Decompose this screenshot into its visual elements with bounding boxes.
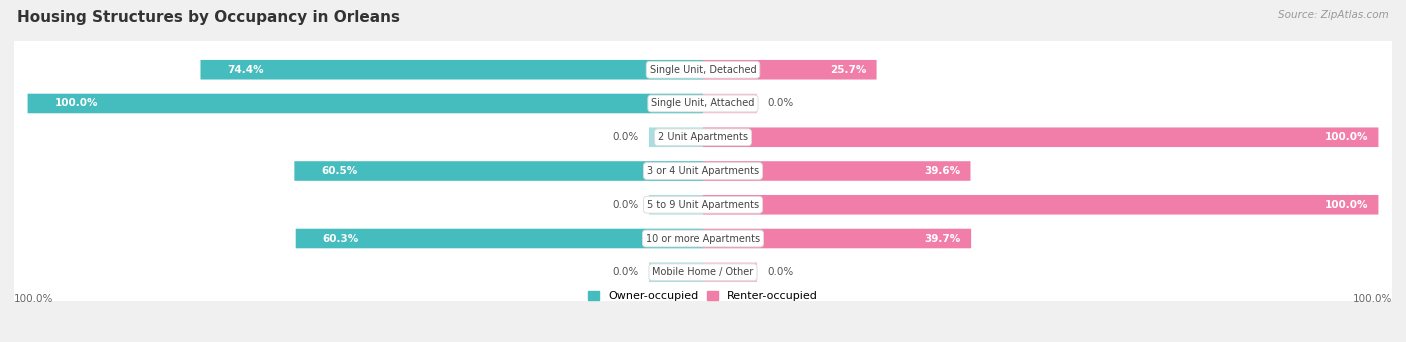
Text: 2 Unit Apartments: 2 Unit Apartments	[658, 132, 748, 142]
Text: 25.7%: 25.7%	[830, 65, 866, 75]
FancyBboxPatch shape	[4, 5, 1402, 134]
FancyBboxPatch shape	[4, 39, 1402, 168]
FancyBboxPatch shape	[703, 229, 972, 248]
FancyBboxPatch shape	[4, 106, 1402, 236]
Text: 39.7%: 39.7%	[925, 234, 962, 244]
FancyBboxPatch shape	[703, 161, 970, 181]
FancyBboxPatch shape	[650, 262, 703, 282]
FancyBboxPatch shape	[4, 208, 1402, 337]
Text: Source: ZipAtlas.com: Source: ZipAtlas.com	[1278, 10, 1389, 20]
FancyBboxPatch shape	[294, 161, 703, 181]
FancyBboxPatch shape	[703, 94, 756, 113]
FancyBboxPatch shape	[703, 262, 756, 282]
Text: 74.4%: 74.4%	[228, 65, 264, 75]
FancyBboxPatch shape	[201, 60, 703, 80]
FancyBboxPatch shape	[650, 128, 703, 147]
Text: 10 or more Apartments: 10 or more Apartments	[645, 234, 761, 244]
Text: 0.0%: 0.0%	[768, 267, 793, 277]
FancyBboxPatch shape	[650, 195, 703, 214]
FancyBboxPatch shape	[703, 195, 1378, 214]
FancyBboxPatch shape	[4, 174, 1402, 303]
Text: 0.0%: 0.0%	[768, 98, 793, 108]
Legend: Owner-occupied, Renter-occupied: Owner-occupied, Renter-occupied	[583, 287, 823, 306]
FancyBboxPatch shape	[703, 128, 1378, 147]
Text: 0.0%: 0.0%	[613, 200, 638, 210]
FancyBboxPatch shape	[703, 60, 876, 80]
Text: 100.0%: 100.0%	[1324, 200, 1368, 210]
FancyBboxPatch shape	[4, 140, 1402, 269]
FancyBboxPatch shape	[28, 94, 703, 113]
Text: 100.0%: 100.0%	[55, 98, 98, 108]
Text: 0.0%: 0.0%	[613, 132, 638, 142]
Text: Housing Structures by Occupancy in Orleans: Housing Structures by Occupancy in Orlea…	[17, 10, 399, 25]
Text: 39.6%: 39.6%	[924, 166, 960, 176]
Text: 100.0%: 100.0%	[1353, 293, 1392, 304]
Text: 0.0%: 0.0%	[613, 267, 638, 277]
Text: 3 or 4 Unit Apartments: 3 or 4 Unit Apartments	[647, 166, 759, 176]
FancyBboxPatch shape	[295, 229, 703, 248]
Text: 60.3%: 60.3%	[323, 234, 359, 244]
Text: Mobile Home / Other: Mobile Home / Other	[652, 267, 754, 277]
Text: 100.0%: 100.0%	[14, 293, 53, 304]
Text: 100.0%: 100.0%	[1324, 132, 1368, 142]
Text: 5 to 9 Unit Apartments: 5 to 9 Unit Apartments	[647, 200, 759, 210]
Text: 60.5%: 60.5%	[322, 166, 357, 176]
Text: Single Unit, Detached: Single Unit, Detached	[650, 65, 756, 75]
Text: Single Unit, Attached: Single Unit, Attached	[651, 98, 755, 108]
FancyBboxPatch shape	[4, 73, 1402, 202]
